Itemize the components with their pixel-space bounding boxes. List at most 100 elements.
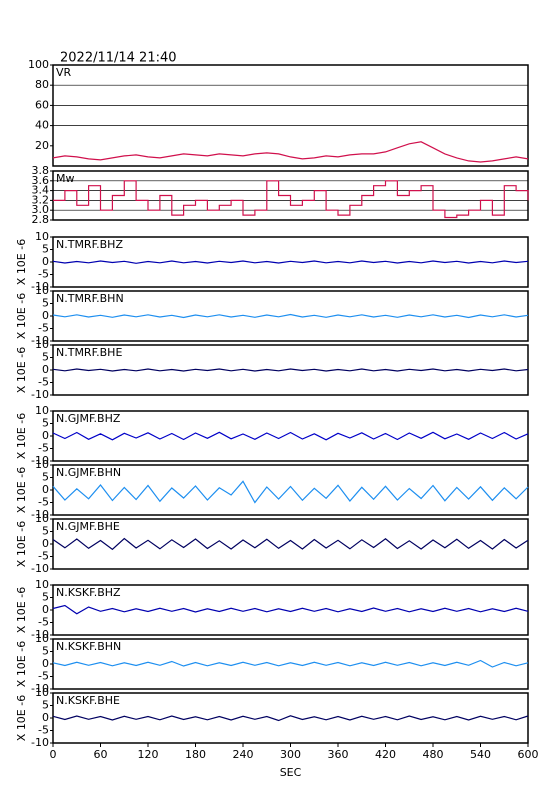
trace bbox=[52, 715, 529, 722]
y-tick-label: -5 bbox=[38, 376, 49, 389]
y-tick-label: 0 bbox=[42, 363, 49, 376]
y-tick-label: 0 bbox=[42, 429, 49, 442]
panel-label: N.TMRF.BHN bbox=[56, 292, 124, 305]
x-tick-label: 540 bbox=[470, 748, 491, 761]
panel-label: VR bbox=[56, 66, 72, 79]
trace bbox=[52, 480, 529, 504]
panel-label: N.GJMF.BHZ bbox=[56, 412, 121, 425]
x-tick-label: 120 bbox=[138, 748, 159, 761]
y-tick-label: 80 bbox=[35, 78, 49, 91]
panel-label: N.KSKF.BHZ bbox=[56, 586, 121, 599]
y-tick-label: 60 bbox=[35, 98, 49, 111]
x-tick-label: 480 bbox=[423, 748, 444, 761]
y-tick-label: -5 bbox=[38, 670, 49, 683]
y-axis-label: X 10E -6 bbox=[15, 587, 28, 633]
y-tick-label: -10 bbox=[31, 334, 49, 347]
y-axis-label: X 10E -6 bbox=[15, 521, 28, 567]
panel-label: N.KSKF.BHN bbox=[56, 640, 121, 653]
trace bbox=[53, 180, 529, 219]
y-tick-label: 0 bbox=[42, 657, 49, 670]
y-tick-label: 10 bbox=[35, 458, 49, 471]
panel-frame bbox=[52, 464, 529, 516]
y-tick-label: 5 bbox=[42, 243, 49, 256]
y-tick-label: 10 bbox=[35, 404, 49, 417]
y-tick-label: 3.2 bbox=[32, 193, 50, 206]
y-tick-label: 40 bbox=[35, 119, 49, 132]
y-tick-label: 3.0 bbox=[32, 203, 50, 216]
panel-label: N.TMRF.BHE bbox=[56, 346, 122, 359]
y-tick-label: 5 bbox=[42, 297, 49, 310]
y-tick-label: 3.4 bbox=[32, 184, 50, 197]
panel-frame bbox=[52, 290, 529, 342]
y-tick-label: 10 bbox=[35, 338, 49, 351]
y-tick-label: -5 bbox=[38, 550, 49, 563]
y-tick-label: 0 bbox=[42, 255, 49, 268]
trace bbox=[52, 604, 529, 615]
panel-label: N.GJMF.BHN bbox=[56, 466, 121, 479]
x-tick-label: 300 bbox=[280, 748, 301, 761]
y-axis-label: X 10E -6 bbox=[15, 413, 28, 459]
trace bbox=[52, 260, 529, 264]
y-tick-label: 10 bbox=[35, 512, 49, 525]
panel-label: N.TMRF.BHZ bbox=[56, 238, 123, 251]
y-tick-label: 20 bbox=[35, 139, 49, 152]
y-axis-label: X 10E -6 bbox=[15, 695, 28, 741]
y-tick-label: 5 bbox=[42, 471, 49, 484]
y-tick-label: -10 bbox=[31, 280, 49, 293]
panel-frame bbox=[52, 518, 529, 570]
y-tick-label: -10 bbox=[31, 388, 49, 401]
y-axis-label: X 10E -6 bbox=[15, 293, 28, 339]
y-tick-label: -10 bbox=[31, 682, 49, 695]
trace bbox=[52, 313, 529, 319]
y-tick-label: 10 bbox=[35, 632, 49, 645]
y-tick-label: 100 bbox=[28, 58, 49, 71]
y-tick-label: 0 bbox=[42, 711, 49, 724]
x-tick-label: 180 bbox=[185, 748, 206, 761]
y-tick-label: 5 bbox=[42, 417, 49, 430]
panel-frame bbox=[52, 410, 529, 462]
x-tick-label: 360 bbox=[328, 748, 349, 761]
y-tick-label: -5 bbox=[38, 616, 49, 629]
y-tick-label: 0 bbox=[42, 537, 49, 550]
y-tick-label: 0 bbox=[42, 603, 49, 616]
panel-label: N.GJMF.BHE bbox=[56, 520, 120, 533]
y-tick-label: 5 bbox=[42, 591, 49, 604]
y-axis-label: X 10E -6 bbox=[15, 641, 28, 687]
panel-frame bbox=[52, 692, 529, 744]
y-tick-label: -10 bbox=[31, 508, 49, 521]
panel-label: Mw bbox=[56, 172, 75, 185]
y-tick-label: 10 bbox=[35, 686, 49, 699]
y-tick-label: 5 bbox=[42, 525, 49, 538]
y-tick-label: -10 bbox=[31, 454, 49, 467]
trace bbox=[52, 431, 529, 441]
y-axis-label: X 10E -6 bbox=[15, 347, 28, 393]
trace bbox=[52, 659, 529, 668]
panel-frame bbox=[52, 64, 529, 167]
y-tick-label: 10 bbox=[35, 578, 49, 591]
y-tick-label: 0 bbox=[42, 483, 49, 496]
x-axis-label: SEC bbox=[280, 766, 302, 779]
x-tick-label: 60 bbox=[94, 748, 108, 761]
y-tick-label: -5 bbox=[38, 268, 49, 281]
trace bbox=[52, 368, 529, 372]
y-tick-label: 3.6 bbox=[32, 174, 50, 187]
y-tick-label: -10 bbox=[31, 736, 49, 749]
y-tick-label: 10 bbox=[35, 284, 49, 297]
y-tick-label: -5 bbox=[38, 496, 49, 509]
y-tick-label: -5 bbox=[38, 322, 49, 335]
x-tick-label: 240 bbox=[233, 748, 254, 761]
y-tick-label: 2.8 bbox=[32, 213, 50, 226]
trace bbox=[52, 141, 529, 163]
y-axis-label: X 10E -6 bbox=[15, 239, 28, 285]
y-tick-label: 0 bbox=[42, 309, 49, 322]
y-tick-label: 3.8 bbox=[32, 164, 50, 177]
y-tick-label: -5 bbox=[38, 724, 49, 737]
x-tick-label: 600 bbox=[518, 748, 539, 761]
x-tick-label: 0 bbox=[50, 748, 57, 761]
y-tick-label: -10 bbox=[31, 562, 49, 575]
timestamp: 2022/11/14 21:40 bbox=[60, 51, 177, 66]
y-tick-label: -10 bbox=[31, 628, 49, 641]
y-tick-label: 5 bbox=[42, 645, 49, 658]
panel-frame bbox=[52, 584, 529, 636]
